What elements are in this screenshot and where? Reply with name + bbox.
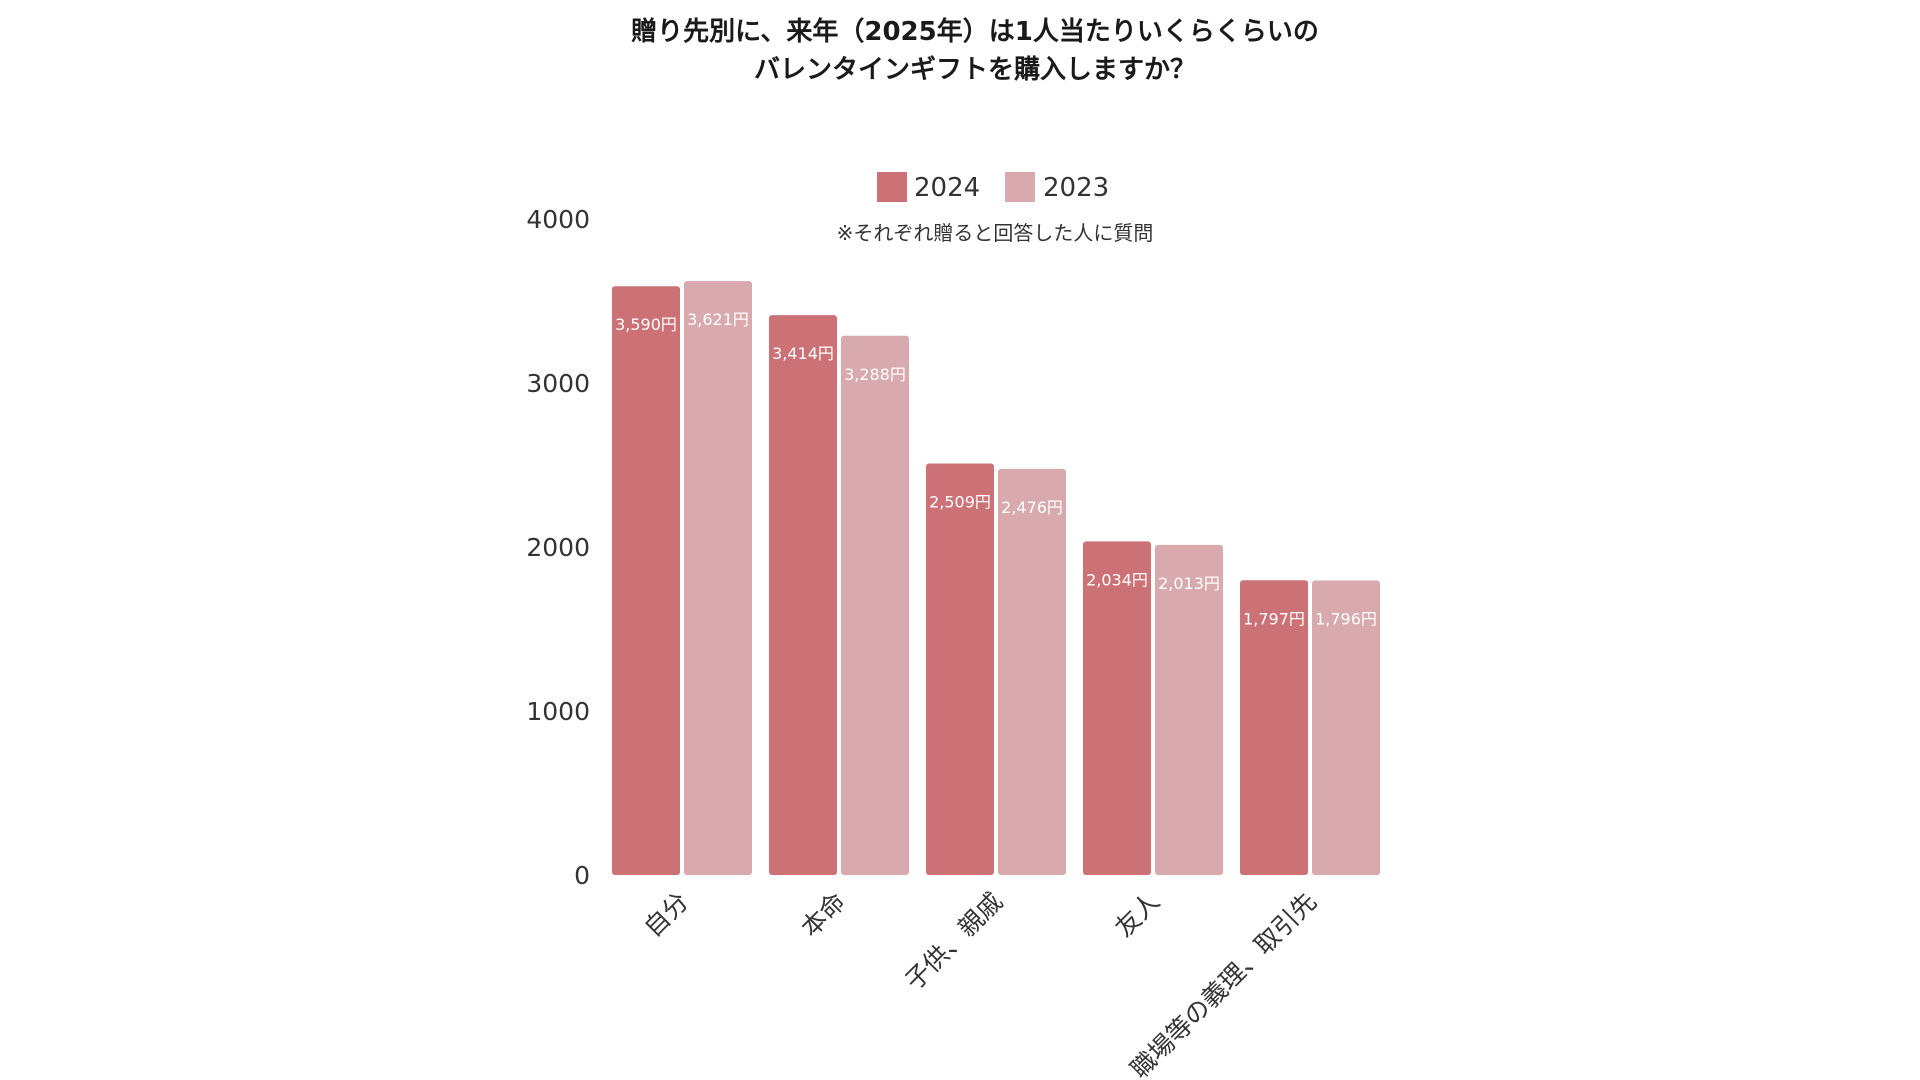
bar-value-label: 2,476円 <box>1001 498 1063 517</box>
bar-2023 <box>998 468 1066 875</box>
bar-value-label: 1,796円 <box>1315 609 1377 628</box>
bar-2023 <box>1155 544 1223 875</box>
bar-value-label: 2,013円 <box>1158 574 1220 593</box>
bar-value-label: 3,288円 <box>844 365 906 384</box>
bar-2024 <box>1083 541 1151 875</box>
y-tick-label: 3000 <box>526 369 590 398</box>
bars <box>612 281 1380 875</box>
bar-2024 <box>926 463 994 875</box>
bar-2024 <box>769 315 837 875</box>
bar-2023 <box>1312 580 1380 875</box>
bar-value-label: 3,414円 <box>772 344 834 363</box>
bar-value-label: 3,621円 <box>687 310 749 329</box>
value-labels: 3,590円 3,621円 3,414円 3,288円 2,509円 2,476円 2,03… <box>615 310 1377 628</box>
y-axis-ticks: 0 1000 2000 3000 4000 <box>526 205 590 890</box>
x-tick-label: 友人 <box>1109 887 1165 943</box>
legend-swatch-2023 <box>1005 172 1035 202</box>
legend-label-2023: 2023 <box>1043 173 1109 203</box>
y-tick-label: 2000 <box>526 533 590 562</box>
bar-2024 <box>612 286 680 875</box>
chart-title-line-2: バレンタインギフトを購入しますか？ <box>754 55 1196 85</box>
y-tick-label: 4000 <box>526 205 590 234</box>
bar-2023 <box>684 281 752 875</box>
bar-value-label: 2,509円 <box>929 493 991 512</box>
bar-value-label: 3,590円 <box>615 315 677 334</box>
legend-swatch-2024 <box>877 172 907 202</box>
y-tick-label: 1000 <box>526 697 590 726</box>
bar-value-label: 1,797円 <box>1243 609 1305 628</box>
bar-value-label: 2,034円 <box>1086 570 1148 589</box>
chart-title-line-1: 贈り先別に、来年（2025年）は1人当たりいくらくらいの <box>631 16 1319 47</box>
x-tick-label: 本命 <box>795 887 851 943</box>
chart-note: ※それぞれ贈ると回答した人に質問 <box>837 221 1154 245</box>
bar-2024 <box>1240 580 1308 875</box>
y-tick-label: 0 <box>574 861 590 890</box>
x-tick-label: 子供、親戚 <box>899 887 1008 996</box>
legend-label-2024: 2024 <box>914 173 980 203</box>
bar-2023 <box>841 335 909 875</box>
legend: 2024 2023 <box>877 172 1109 203</box>
x-tick-label: 自分 <box>638 887 694 943</box>
